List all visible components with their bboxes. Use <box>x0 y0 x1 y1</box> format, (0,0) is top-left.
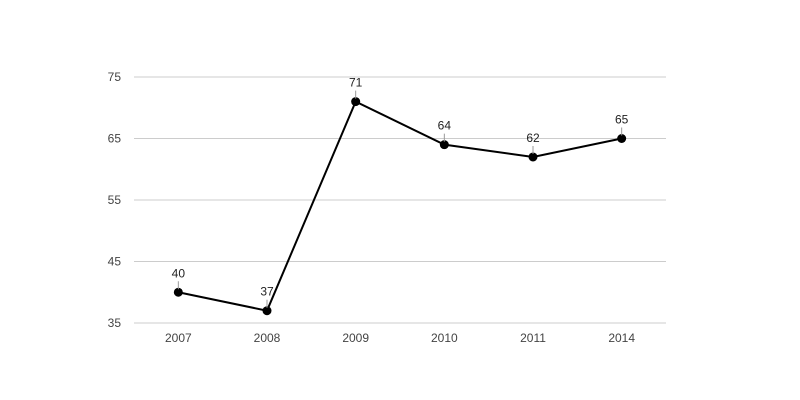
data-label: 62 <box>526 131 540 145</box>
y-tick-label: 65 <box>108 132 122 146</box>
y-axis-ticks: 35 45 55 65 75 <box>108 70 122 330</box>
x-axis-ticks: 2007 2008 2009 2010 2011 2014 <box>165 331 635 345</box>
gridlines <box>134 76 666 324</box>
data-point[interactable] <box>617 134 627 143</box>
x-tick-label: 2010 <box>431 331 458 345</box>
y-tick-label: 45 <box>108 255 122 269</box>
data-point[interactable] <box>173 287 183 297</box>
data-label: 37 <box>260 285 274 299</box>
x-tick-label: 2009 <box>342 331 369 345</box>
x-tick-label: 2008 <box>254 331 281 345</box>
y-tick-label: 35 <box>108 316 122 330</box>
x-tick-label: 2011 <box>520 331 546 345</box>
data-point[interactable] <box>439 140 449 150</box>
x-tick-label: 2007 <box>165 331 192 345</box>
data-label: 71 <box>349 76 363 90</box>
x-tick-label: 2014 <box>608 331 635 345</box>
series-layer <box>173 97 627 316</box>
data-point[interactable] <box>351 97 361 107</box>
data-label: 40 <box>172 266 186 280</box>
data-label: 65 <box>615 113 629 127</box>
data-point[interactable] <box>262 306 272 316</box>
y-tick-label: 75 <box>108 70 122 84</box>
data-labels: 40 37 71 64 62 65 <box>172 76 629 308</box>
data-label: 64 <box>438 119 452 133</box>
series-line <box>178 100 622 312</box>
data-point[interactable] <box>528 152 538 162</box>
y-tick-label: 55 <box>108 193 122 207</box>
